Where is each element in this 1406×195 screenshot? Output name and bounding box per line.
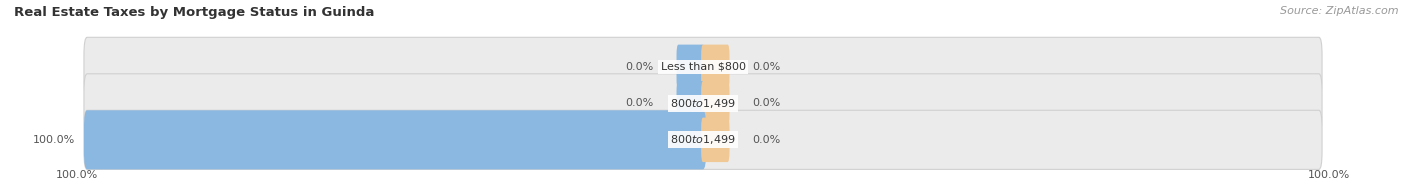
Text: 0.0%: 0.0% [752,62,780,72]
Text: Real Estate Taxes by Mortgage Status in Guinda: Real Estate Taxes by Mortgage Status in … [14,6,374,19]
Text: 100.0%: 100.0% [32,135,75,145]
FancyBboxPatch shape [84,37,1322,96]
Text: 100.0%: 100.0% [1308,170,1350,181]
FancyBboxPatch shape [702,45,730,89]
Text: 100.0%: 100.0% [56,170,98,181]
Text: Source: ZipAtlas.com: Source: ZipAtlas.com [1281,6,1399,16]
FancyBboxPatch shape [676,45,704,89]
Text: 0.0%: 0.0% [752,135,780,145]
FancyBboxPatch shape [702,118,730,162]
FancyBboxPatch shape [702,81,730,126]
Text: Less than $800: Less than $800 [661,62,745,72]
Text: 0.0%: 0.0% [626,62,654,72]
FancyBboxPatch shape [84,74,1322,133]
FancyBboxPatch shape [676,81,704,126]
FancyBboxPatch shape [84,110,1322,169]
FancyBboxPatch shape [84,110,706,169]
Text: $800 to $1,499: $800 to $1,499 [671,97,735,110]
Text: $800 to $1,499: $800 to $1,499 [671,133,735,146]
Text: 0.0%: 0.0% [626,98,654,108]
Text: 0.0%: 0.0% [752,98,780,108]
